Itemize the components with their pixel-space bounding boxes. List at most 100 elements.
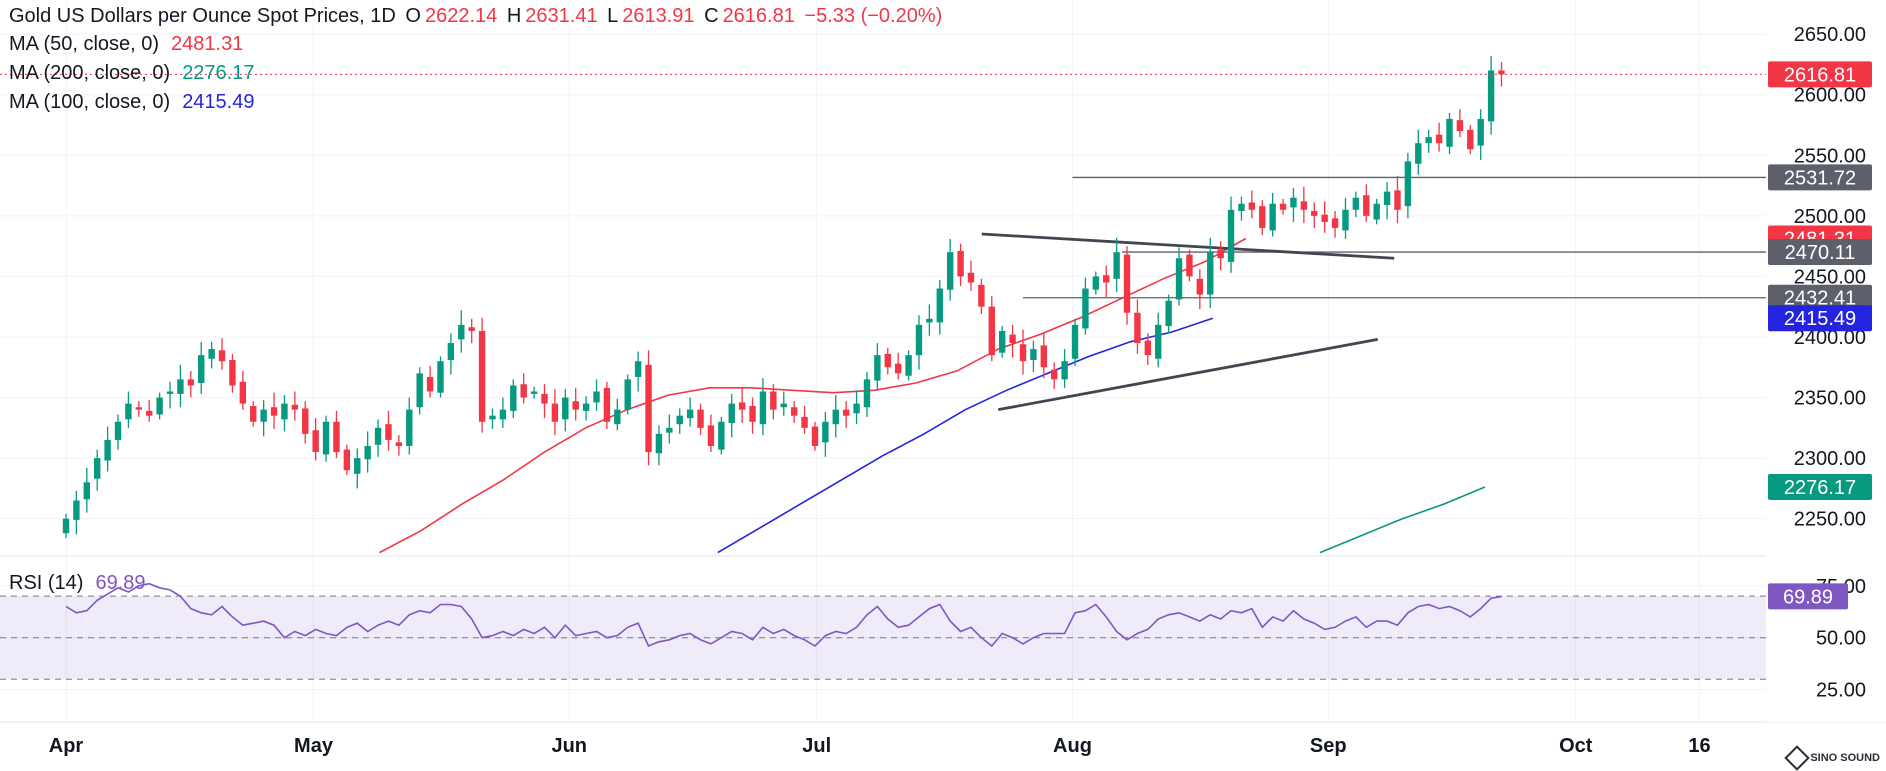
candle-body <box>135 407 143 410</box>
candle-body <box>853 403 860 414</box>
candle-body <box>395 442 403 446</box>
time-tick-label: Jul <box>802 735 831 757</box>
candle-body <box>1290 197 1297 208</box>
candle-body <box>1394 190 1401 210</box>
candle-body <box>1456 120 1464 132</box>
candle-body <box>1196 278 1204 295</box>
ma50-legend[interactable]: MA (50, close, 0) 2481.31 <box>9 33 247 56</box>
price-tag[interactable]: 2531.72 <box>1768 164 1872 191</box>
price-tag-bg <box>1768 305 1872 332</box>
candle-body <box>624 379 631 410</box>
price-tag[interactable]: 2415.49 <box>1768 305 1872 332</box>
time-tick-label: Jun <box>551 735 587 757</box>
price-tag[interactable]: 2432.41 <box>1768 284 1872 311</box>
candle-body <box>114 421 122 440</box>
ma200-label: MA (200, close, 0) <box>9 62 171 84</box>
candle-body <box>374 427 382 445</box>
price-tag-label: 2415.49 <box>1784 308 1856 330</box>
high-value: 2631.41 <box>525 5 598 27</box>
candle-body <box>1435 134 1443 144</box>
candle-body <box>541 393 548 404</box>
candle-body <box>406 409 413 446</box>
candle-body <box>1248 202 1256 210</box>
candle-body <box>1363 195 1370 216</box>
candle-body <box>707 425 715 446</box>
ma200-legend[interactable]: MA (200, close, 0) 2276.17 <box>9 62 258 85</box>
candle-body <box>208 349 215 359</box>
candle-body <box>811 426 819 446</box>
candle-body <box>790 407 798 416</box>
candle-body <box>156 397 163 415</box>
candle-body <box>634 361 642 377</box>
candle-body <box>510 385 517 411</box>
candle-body <box>343 449 351 471</box>
candle-body <box>946 252 954 290</box>
candle-body <box>582 403 590 411</box>
candle-body <box>468 327 475 331</box>
open-value: 2622.14 <box>424 5 498 27</box>
candle-body <box>551 403 559 422</box>
low-label: L <box>607 5 619 27</box>
candle-body <box>239 381 247 404</box>
price-tag[interactable]: 2276.17 <box>1768 473 1872 500</box>
ma200-line <box>1319 486 1486 554</box>
price-tag-bg <box>1768 473 1872 500</box>
candle-body <box>1071 324 1079 359</box>
change-value: −5.33 (−0.20%) <box>804 5 943 27</box>
trendline-0 <box>981 232 1395 260</box>
price-tick-label: 2400.00 <box>1794 327 1866 349</box>
candle-body <box>1217 249 1224 259</box>
candle-body <box>1123 254 1131 313</box>
candle-body <box>104 439 111 461</box>
rsi-legend[interactable]: RSI (14) 69.89 <box>9 572 150 595</box>
candle-body <box>926 318 933 323</box>
candle-body <box>988 306 995 356</box>
candle-body <box>478 330 486 422</box>
time-tick-label: Oct <box>1559 735 1593 757</box>
price-tag[interactable]: 2616.81 <box>1768 61 1872 88</box>
candle-body <box>530 391 538 394</box>
candle-body <box>1238 203 1245 212</box>
high-label: H <box>506 5 522 27</box>
candle-body <box>593 391 600 403</box>
candle-body <box>499 409 507 420</box>
candle-body <box>1311 211 1318 216</box>
price-tag-bg <box>1768 61 1872 88</box>
candle-body <box>863 379 871 408</box>
candle-body <box>426 376 434 392</box>
candle-body <box>718 421 725 450</box>
candle-body <box>1165 300 1172 327</box>
price-tick-label: 2500.00 <box>1794 206 1866 228</box>
candle-body <box>270 407 278 416</box>
candle-body <box>1019 344 1027 362</box>
price-tick-label: 2350.00 <box>1794 388 1866 410</box>
price-tag[interactable]: 2470.11 <box>1768 239 1872 266</box>
close-value: 2616.81 <box>722 5 795 27</box>
candle-body <box>967 272 975 283</box>
watermark-text: SINO SOUND <box>1810 752 1880 764</box>
candle-body <box>1186 254 1193 277</box>
price-tag-label: 2616.81 <box>1784 64 1856 86</box>
candle-body <box>572 401 579 410</box>
candle-body <box>645 364 652 453</box>
ma100-line <box>717 317 1214 554</box>
price-tag-label: 2432.41 <box>1784 288 1856 310</box>
candle-body <box>198 355 205 384</box>
price-tick-label: 2300.00 <box>1794 448 1866 470</box>
rsi-label: RSI (14) <box>9 572 84 594</box>
candle-body <box>94 458 101 479</box>
candle-body <box>458 324 465 340</box>
candle-body <box>73 500 80 520</box>
candle-body <box>697 409 704 428</box>
candle-body <box>738 402 746 410</box>
price-tag-bg <box>1768 239 1872 266</box>
close-label: C <box>704 5 719 27</box>
ma100-legend[interactable]: MA (100, close, 0) 2415.49 <box>9 91 258 114</box>
candle-body <box>1467 129 1474 150</box>
candle-body <box>312 430 319 453</box>
candle-body <box>187 379 195 386</box>
candle-body <box>614 409 621 425</box>
candle-body <box>1009 334 1016 344</box>
candle-body <box>978 284 985 307</box>
